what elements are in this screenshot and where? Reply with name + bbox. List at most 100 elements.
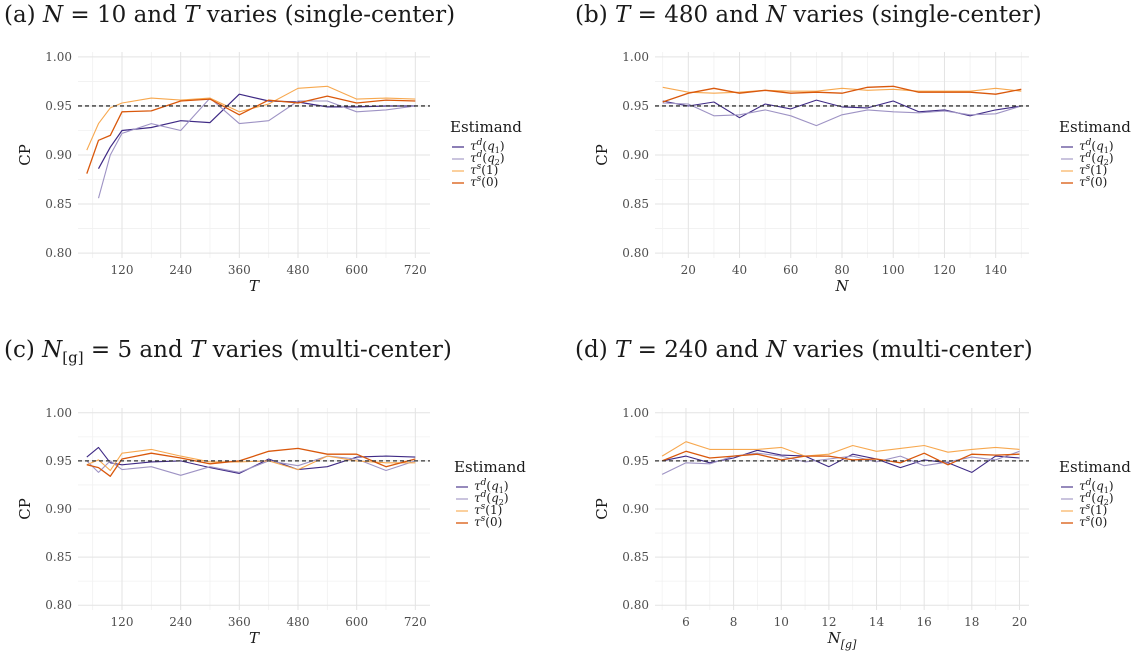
x-tick-label: 720 [404,263,427,277]
series-line-3 [661,441,1020,457]
chart-svg: 0.80 0.85 0.90 0.95 1.00 6 8 10 12 14 16 18 20 CP N[g]… [593,406,1131,651]
legend-label-4: τs(0) [474,514,502,529]
chart-title: (d) T = 240 and N varies (multi-center) [575,337,1033,363]
legend-label-1: τd(q1) [470,138,505,155]
y-tick-label: 0.95 [45,454,72,468]
chart-svg: 0.80 0.85 0.90 0.95 1.00 120 240 360 480 600 720 CP… [16,50,522,295]
grid [78,408,430,610]
chart-title: (c) N[g] = 5 and T varies (multi-center) [4,337,452,367]
series-group [86,446,416,477]
legend: Estimand τd(q1)τd(q2)τs(1)τs(0) [1059,458,1131,529]
y-tick-label: 0.80 [622,598,649,612]
x-tick-label: 14 [869,615,885,629]
chart-panel-d: (d) T = 240 and N varies (multi-center) 0… [569,330,1138,660]
x-tick-label: 6 [682,615,690,629]
y-axis-label: CP [16,498,34,520]
series-line-4 [86,95,416,174]
x-tick-label: 120 [933,263,956,277]
series-line-2 [86,455,416,476]
x-tick-label: 240 [169,263,192,277]
legend-title: Estimand [1059,118,1131,136]
y-tick-label: 1.00 [45,50,72,64]
legend-label-3: τs(1) [1079,162,1107,177]
x-tick-label: 120 [111,263,134,277]
series-line-4 [86,447,416,477]
y-tick-label: 0.90 [622,148,649,162]
series-line-2 [661,450,1020,475]
legend-title: Estimand [1059,458,1131,476]
x-tick-label: 40 [732,263,747,277]
legend-label-1: τd(q1) [1079,478,1114,495]
legend-label-2: τd(q2) [1079,150,1114,167]
x-tick-label: 12 [821,615,836,629]
series-line-3 [662,86,1022,94]
x-tick-label: 18 [964,615,979,629]
y-tick-label: 0.80 [622,246,649,260]
x-tick-label: 360 [228,615,251,629]
series-line-2 [97,97,416,199]
legend: Estimand τd(q1)τd(q2)τs(1)τs(0) [454,458,526,529]
x-axis-label: T [249,277,260,295]
chart-svg: 0.80 0.85 0.90 0.95 1.00 120 240 360 480 600 720 CP… [16,406,526,647]
y-tick-label: 0.85 [45,197,72,211]
chart-title: (a) N = 10 and T varies (single-center) [4,2,456,28]
x-tick-label: 480 [287,615,310,629]
x-axis-label: N [834,277,849,295]
x-tick-label: 100 [882,263,905,277]
series-line-3 [86,85,416,151]
y-tick-label: 0.95 [45,99,72,113]
x-tick-label: 8 [730,615,738,629]
x-axis-label: T [249,629,260,647]
series-group [661,441,1020,475]
x-tick-label: 140 [984,263,1007,277]
y-tick-label: 0.80 [45,598,72,612]
y-tick-label: 1.00 [622,50,649,64]
y-tick-label: 0.80 [45,246,72,260]
y-tick-label: 0.90 [45,148,72,162]
y-axis-label: CP [16,144,34,166]
y-tick-label: 1.00 [622,406,649,420]
legend: Estimand τd(q1)τd(q2)τs(1)τs(0) [1059,118,1131,189]
x-tick-label: 80 [834,263,849,277]
y-tick-label: 0.85 [622,550,649,564]
legend-label-4: τs(0) [1079,174,1107,189]
x-tick-label: 600 [345,615,368,629]
grid [78,52,430,258]
chart-svg: 0.80 0.85 0.90 0.95 1.00 20 40 60 80 100 120 140 CP N… [593,50,1131,295]
legend: Estimand τd(q1)τd(q2)τs(1)τs(0) [450,118,522,189]
x-tick-label: 720 [404,615,427,629]
series-line-4 [662,85,1022,103]
x-tick-label: 16 [917,615,932,629]
chart-panel-a: (a) N = 10 and T varies (single-center) 0… [0,0,569,330]
x-tick-label: 120 [111,615,134,629]
y-tick-label: 0.95 [622,454,649,468]
series-line-4 [661,450,1020,466]
legend-label-4: τs(0) [1079,514,1107,529]
legend-label-2: τd(q2) [1079,490,1114,507]
x-tick-label: 20 [1012,615,1027,629]
y-axis-label: CP [593,498,611,520]
legend-title: Estimand [450,118,522,136]
x-tick-label: 360 [228,263,251,277]
x-tick-label: 480 [287,263,310,277]
chart-title: (b) T = 480 and N varies (single-center) [575,2,1042,28]
x-tick-label: 60 [783,263,798,277]
series-line-1 [97,93,416,169]
chart-panel-b: (b) T = 480 and N varies (single-center)… [569,0,1138,330]
y-tick-label: 0.85 [622,197,649,211]
legend-label-3: τs(1) [470,162,498,177]
legend-label-4: τs(0) [470,174,498,189]
legend-label-3: τs(1) [1079,502,1107,517]
x-tick-label: 600 [345,263,368,277]
y-tick-label: 1.00 [45,406,72,420]
series-line-2 [662,102,1022,127]
y-tick-label: 0.85 [45,550,72,564]
x-tick-label: 240 [169,615,192,629]
legend-label-2: τd(q2) [470,150,505,167]
y-tick-label: 0.90 [622,502,649,516]
y-tick-label: 0.95 [622,99,649,113]
legend-label-1: τd(q1) [474,478,509,495]
legend-label-2: τd(q2) [474,490,509,507]
x-tick-label: 10 [774,615,789,629]
legend-title: Estimand [454,458,526,476]
